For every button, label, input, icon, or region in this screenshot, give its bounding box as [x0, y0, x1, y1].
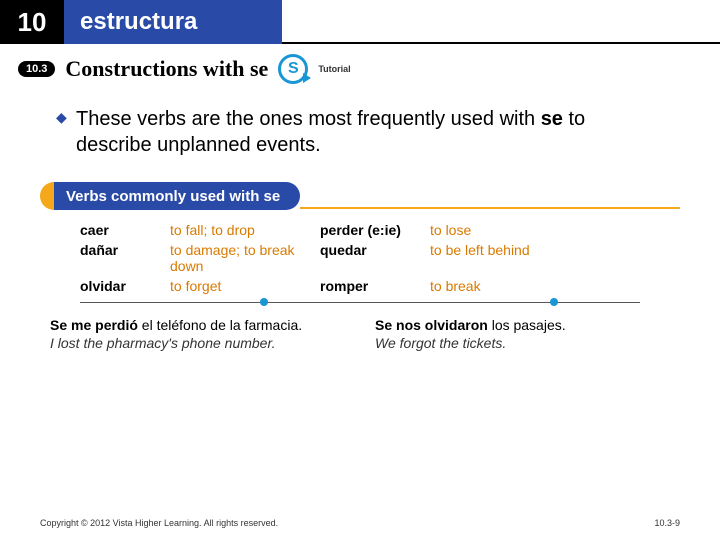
title-se: se	[250, 56, 268, 81]
ex-bold: Se nos olvidaron	[375, 317, 488, 333]
example-es: Se me perdió el teléfono de la farmacia.	[50, 317, 345, 333]
dot-icon	[550, 298, 558, 306]
verb: caer	[80, 220, 170, 240]
verb: romper	[320, 276, 430, 296]
table-title: Verbs commonly used with se	[54, 182, 300, 210]
section-badge: 10.3	[18, 61, 55, 77]
title-text: Constructions with	[65, 56, 250, 81]
def: to fall; to drop	[170, 220, 320, 240]
dot-icon	[260, 298, 268, 306]
tutorial-label: Tutorial	[318, 64, 350, 74]
def: to forget	[170, 276, 320, 296]
verb: perder (e:ie)	[320, 220, 430, 240]
intro-bullet: These verbs are the ones most frequently…	[0, 84, 720, 158]
footer: Copyright © 2012 Vista Higher Learning. …	[40, 518, 680, 528]
verb: dañar	[80, 240, 170, 276]
table-title-bar: Verbs commonly used with se	[40, 182, 680, 210]
example-left: Se me perdió el teléfono de la farmacia.…	[50, 317, 345, 351]
section-title: Constructions with se	[65, 56, 268, 82]
estructura-label: estructura	[64, 0, 282, 44]
example-es: Se nos olvidaron los pasajes.	[375, 317, 670, 333]
verb: olvidar	[80, 276, 170, 296]
top-bar: 10 estructura	[0, 0, 720, 44]
def: to be left behind	[430, 240, 570, 276]
def: to lose	[430, 220, 570, 240]
example-right: Se nos olvidaron los pasajes. We forgot …	[375, 317, 670, 351]
ex-bold: Se me perdió	[50, 317, 138, 333]
def: to damage; to break down	[170, 240, 320, 276]
page-number: 10.3-9	[654, 518, 680, 528]
verbs-table: Verbs commonly used with se caer to fall…	[40, 182, 680, 303]
bullet-se: se	[541, 108, 563, 130]
example-en: We forgot the tickets.	[375, 335, 670, 351]
title-rule	[300, 195, 680, 209]
section-header: 10.3 Constructions with se S Tutorial	[0, 44, 720, 84]
ex-rest: los pasajes.	[488, 317, 566, 333]
top-rule	[282, 0, 720, 44]
chapter-number: 10	[0, 0, 64, 44]
divider-rule	[80, 302, 640, 303]
copyright: Copyright © 2012 Vista Higher Learning. …	[40, 518, 278, 528]
title-cap	[40, 182, 54, 210]
example-en: I lost the pharmacy's phone number.	[50, 335, 345, 351]
bullet-pre: These verbs are the ones most frequently…	[76, 108, 541, 130]
def: to break	[430, 276, 570, 296]
verb-grid: caer to fall; to drop perder (e:ie) to l…	[40, 210, 680, 296]
examples: Se me perdió el teléfono de la farmacia.…	[0, 303, 720, 351]
tutorial-icon[interactable]: S	[278, 54, 308, 84]
verb: quedar	[320, 240, 430, 276]
ex-rest: el teléfono de la farmacia.	[138, 317, 302, 333]
